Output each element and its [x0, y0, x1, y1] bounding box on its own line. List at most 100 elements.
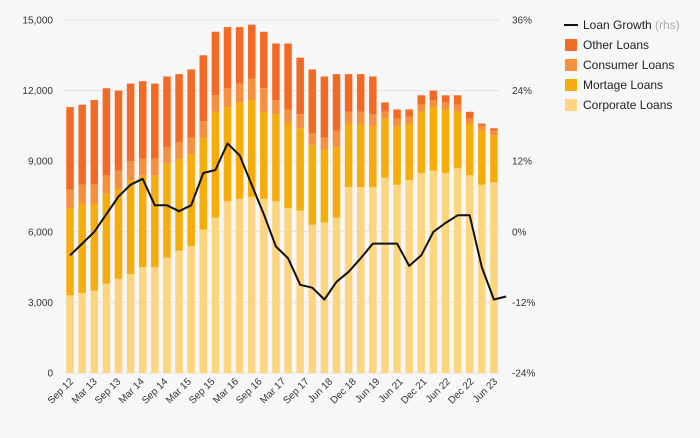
bar-segment-consumer-loans — [284, 109, 292, 124]
x-tick-label: Sep 13 — [93, 376, 123, 406]
bar-segment-consumer-loans — [465, 118, 474, 124]
bar-segment-consumer-loans — [393, 118, 401, 126]
bar-segment-consumer-loans — [478, 125, 486, 131]
bar-segment-consumer-loans — [163, 147, 171, 164]
bar-segment-mortage-loans — [235, 102, 244, 199]
bar-segment-other-loans — [223, 27, 232, 89]
bar-segment-consumer-loans — [344, 111, 353, 124]
bar-segment-corporate-loans — [163, 257, 171, 373]
bar-segment-mortage-loans — [320, 149, 329, 223]
bar-segment-mortage-loans — [332, 147, 341, 218]
legend-label: Mortage Loans — [583, 78, 663, 92]
x-tick-label: Sep 12 — [46, 376, 76, 406]
bar-segment-mortage-loans — [381, 118, 389, 178]
bar-segment-other-loans — [163, 76, 171, 148]
bar-segment-mortage-loans — [272, 114, 280, 202]
bar-segment-consumer-loans — [405, 116, 413, 124]
legend-swatch — [565, 79, 577, 91]
x-tick-label: Dec 21 — [399, 376, 429, 406]
bar-segment-mortage-loans — [211, 111, 220, 218]
bar-segment-mortage-loans — [187, 154, 195, 246]
bar-segment-consumer-loans — [417, 104, 426, 112]
bar-segment-other-loans — [393, 109, 401, 119]
bar-segment-consumer-loans — [247, 78, 256, 101]
bar-segment-consumer-loans — [308, 132, 317, 145]
bar-segment-other-loans — [102, 88, 111, 176]
bar-segment-mortage-loans — [344, 123, 353, 188]
bar-segment-consumer-loans — [66, 189, 74, 209]
bar-segment-consumer-loans — [199, 121, 208, 138]
bar-segment-corporate-loans — [151, 267, 159, 373]
bar-segment-corporate-loans — [478, 184, 486, 373]
bar-segment-other-loans — [417, 95, 426, 105]
bar-segment-mortage-loans — [490, 135, 498, 183]
bar-segment-corporate-loans — [441, 172, 450, 373]
bar-segment-mortage-loans — [126, 180, 135, 275]
x-tick-label: Sep 15 — [187, 376, 217, 406]
bar-segment-mortage-loans — [260, 111, 268, 199]
x-tick-label: Sep 16 — [234, 376, 264, 406]
bar-segment-consumer-loans — [235, 83, 244, 103]
bar-segment-mortage-loans — [478, 130, 486, 185]
bar-segment-corporate-loans — [320, 222, 329, 373]
bar-segment-corporate-loans — [66, 295, 74, 373]
bar-segment-other-loans — [114, 90, 123, 171]
bar-segment-mortage-loans — [284, 123, 292, 209]
bar-segment-other-loans — [66, 107, 74, 190]
bar-segment-consumer-loans — [138, 158, 147, 176]
bar-segment-other-loans — [126, 83, 135, 162]
bar-segment-other-loans — [211, 31, 220, 96]
right-tick-label: -24% — [512, 369, 535, 380]
bar-segment-corporate-loans — [356, 187, 365, 373]
legend: Loan Growth (rhs) Other Loans Consumer Loa… — [564, 18, 680, 112]
bar-segment-other-loans — [465, 111, 474, 119]
legend-label: Consumer Loans — [583, 58, 674, 72]
bar-segment-mortage-loans — [465, 123, 474, 176]
bar-segment-other-loans — [344, 74, 353, 112]
bar-segment-other-loans — [381, 102, 389, 112]
x-tick-label: Jun 19 — [353, 376, 382, 405]
bar-segment-mortage-loans — [223, 107, 232, 202]
bar-segment-other-loans — [308, 69, 317, 133]
bar-segment-consumer-loans — [272, 100, 280, 115]
bar-segment-mortage-loans — [453, 111, 462, 169]
bar-segment-other-loans — [90, 100, 99, 185]
bar-segment-other-loans — [490, 128, 498, 131]
grid-layer — [64, 19, 500, 374]
bar-segment-corporate-loans — [90, 290, 99, 373]
bar-segment-corporate-loans — [465, 175, 474, 373]
bar-segment-mortage-loans — [308, 144, 317, 225]
bar-segment-consumer-loans — [453, 104, 462, 112]
bar-segment-consumer-loans — [296, 114, 304, 129]
bar-segment-other-loans — [138, 81, 147, 159]
bar-segment-consumer-loans — [429, 100, 438, 108]
bar-segment-other-loans — [441, 95, 450, 103]
bar-segment-other-loans — [296, 57, 304, 115]
bar-segment-mortage-loans — [393, 125, 401, 185]
right-axis: -24% -12% 0% 12% 24% 36% — [512, 16, 535, 380]
left-tick-label: 0 — [47, 369, 53, 380]
bar-segment-other-loans — [332, 74, 341, 131]
bar-segment-consumer-loans — [151, 158, 159, 176]
bar-segment-other-loans — [356, 74, 365, 112]
bar-segment-other-loans — [284, 43, 292, 110]
x-tick-label: Sep 17 — [281, 376, 311, 406]
bar-segment-mortage-loans — [405, 123, 413, 181]
legend-label: Loan Growth (rhs) — [583, 18, 680, 32]
bar-segment-other-loans — [405, 109, 413, 117]
bar-segment-mortage-loans — [78, 203, 86, 293]
bar-segment-mortage-loans — [66, 208, 74, 296]
bar-segment-consumer-loans — [490, 130, 498, 136]
bar-segment-corporate-loans — [296, 210, 304, 373]
x-tick-label: Jun 23 — [471, 376, 500, 405]
bar-segment-consumer-loans — [441, 102, 450, 110]
bar-segment-consumer-loans — [187, 137, 195, 155]
bar-segment-corporate-loans — [369, 187, 377, 373]
bar-segment-corporate-loans — [211, 217, 220, 373]
bar-segment-consumer-loans — [90, 184, 99, 204]
x-tick-label: Sep 14 — [140, 376, 170, 406]
bar-segment-consumer-loans — [260, 88, 268, 112]
bar-segment-corporate-loans — [490, 182, 498, 373]
